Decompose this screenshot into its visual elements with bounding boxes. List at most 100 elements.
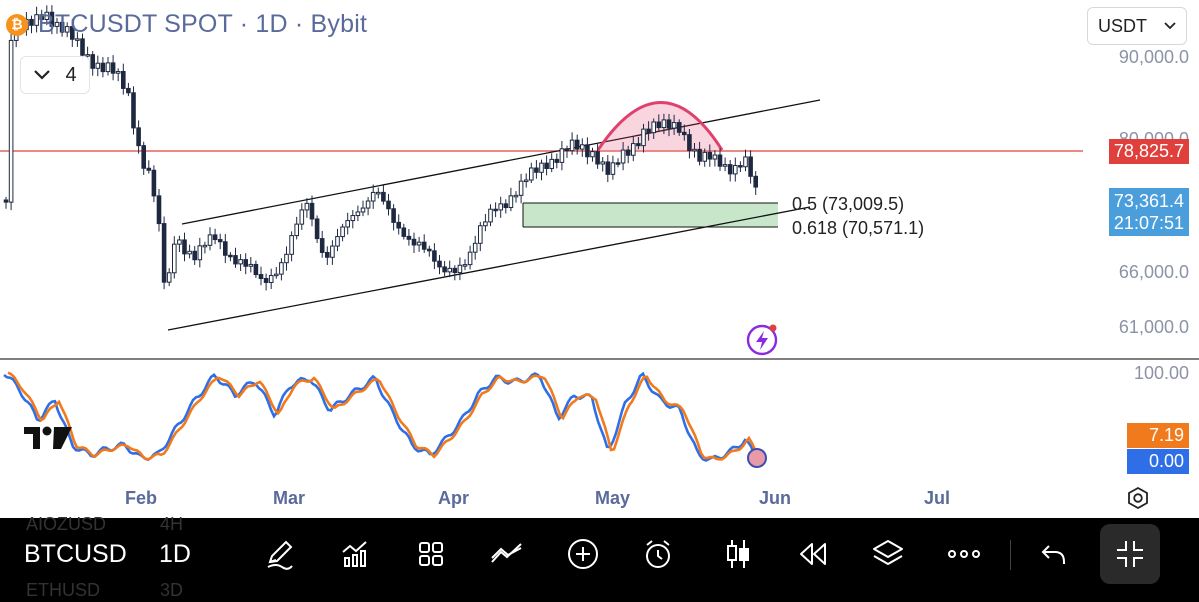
candle-body (151, 169, 157, 197)
stoch-k-value[interactable]: 7.19 (1127, 423, 1189, 448)
candle-body (325, 251, 330, 258)
candle-body (692, 148, 697, 152)
candle-body (243, 259, 248, 267)
ghost-watchlist-text: ETHUSD (26, 580, 101, 600)
fib-zone[interactable] (523, 203, 778, 227)
more-icon[interactable] (946, 536, 982, 572)
channel-upper-line[interactable] (181, 99, 821, 225)
oscillator-top-label: 100.00 (1133, 363, 1189, 383)
fib-level-label[interactable]: 0.618 (70,571.1) (792, 218, 925, 238)
candle-body (733, 165, 738, 175)
price-scale-label: 66,000.0 (1118, 262, 1189, 282)
candle-body (187, 250, 192, 255)
candle-body (263, 277, 269, 283)
candle-body (294, 223, 299, 237)
candle-body (727, 164, 733, 175)
price-scale-label: 90,000.0 (1118, 47, 1189, 67)
chart-settings-icon[interactable] (1126, 486, 1150, 510)
replay-icon[interactable] (795, 536, 831, 572)
channel-lower-line[interactable] (167, 206, 811, 331)
indicators-icon[interactable] (337, 536, 373, 572)
level-price-tag[interactable]: 78,825.7 (1108, 139, 1189, 164)
compare-icon[interactable] (489, 536, 525, 572)
candle-body (498, 203, 503, 211)
candle-body (702, 151, 708, 162)
layers-icon[interactable] (870, 536, 906, 572)
candle-body (564, 148, 570, 152)
candle-body (44, 11, 50, 21)
candle-body (411, 238, 417, 246)
fullscreen-exit-icon (1117, 541, 1143, 567)
fib-level-label[interactable]: 0.5 (73,009.5) (792, 194, 905, 214)
candle-body (585, 144, 590, 158)
candle-body (64, 26, 70, 33)
candle-body (279, 262, 284, 275)
candle-body (309, 202, 315, 220)
stoch-d-value[interactable]: 0.00 (1127, 449, 1189, 474)
candle-body (676, 122, 682, 133)
undo-icon[interactable] (1036, 536, 1072, 572)
x-axis-month-label: Jul (924, 488, 951, 508)
candle-body (651, 121, 657, 134)
ghost-watchlist-text: AIOZUSD (26, 514, 107, 534)
x-axis-month-label: Apr (438, 488, 469, 508)
symbol-title[interactable]: BTCUSDT SPOT · 1D · Bybit (38, 10, 368, 38)
indicators-collapse-button[interactable]: 4 (20, 56, 90, 94)
candle-body (284, 253, 289, 264)
drawing-pen-icon[interactable] (262, 536, 298, 572)
candle-body (508, 195, 514, 209)
candle-body (513, 194, 519, 198)
candle-body (95, 62, 101, 69)
alert-clock-icon[interactable] (640, 536, 676, 572)
symbol-button[interactable]: BTCUSD (24, 540, 127, 568)
candle-body (121, 70, 126, 89)
candle-body (238, 259, 243, 265)
indicator-count: 4 (65, 63, 77, 86)
candle-body (646, 128, 651, 134)
candle-body (182, 239, 187, 255)
candle-body (386, 200, 391, 210)
candle-body (248, 263, 254, 267)
fullscreen-exit-button[interactable] (1100, 524, 1160, 584)
candle-body (488, 208, 493, 223)
last-price-tag[interactable]: 73,361.4 21:07:51 (1108, 188, 1189, 236)
candle-body (661, 119, 667, 129)
interval-button[interactable]: 1D (159, 540, 191, 568)
chart-area[interactable]: ₿ BTCUSDT SPOT · 1D · Bybit 4 USDT 90,00… (0, 0, 1199, 518)
candle-body (335, 236, 340, 247)
candle-body (462, 264, 468, 267)
candle-body (166, 272, 172, 283)
candle-body (319, 238, 325, 253)
chart-type-candles-icon[interactable] (720, 536, 756, 572)
candle-body (131, 92, 136, 129)
layouts-icon[interactable] (413, 536, 449, 572)
add-icon[interactable] (565, 536, 601, 572)
symbol-header[interactable]: ₿ BTCUSDT SPOT · 1D · Bybit (6, 10, 367, 39)
candle-body (274, 273, 279, 277)
candle-body (59, 21, 65, 33)
candle-body (452, 267, 458, 274)
candle-body (217, 239, 223, 243)
candle-body (432, 250, 437, 262)
candle-body (136, 127, 141, 147)
candle-body (605, 161, 611, 175)
candle-body (141, 145, 146, 169)
candle-body (340, 226, 345, 238)
chart-canvas[interactable] (0, 0, 1199, 518)
candle-body (223, 241, 228, 256)
candle-body (3, 199, 9, 203)
chevron-down-icon (1164, 22, 1176, 30)
lightning-alert-icon[interactable] (745, 323, 779, 357)
candle-body (656, 121, 662, 129)
candle-body (8, 39, 14, 203)
candle-body (722, 164, 728, 167)
candle-body (534, 167, 539, 173)
candle-body (457, 264, 463, 274)
candle-body (396, 221, 401, 229)
candle-body (126, 87, 131, 94)
candle-body (70, 26, 75, 40)
candle-body (401, 227, 407, 237)
currency-select[interactable]: USDT (1087, 7, 1187, 45)
candle-body (569, 139, 575, 152)
candle-body (75, 38, 80, 41)
